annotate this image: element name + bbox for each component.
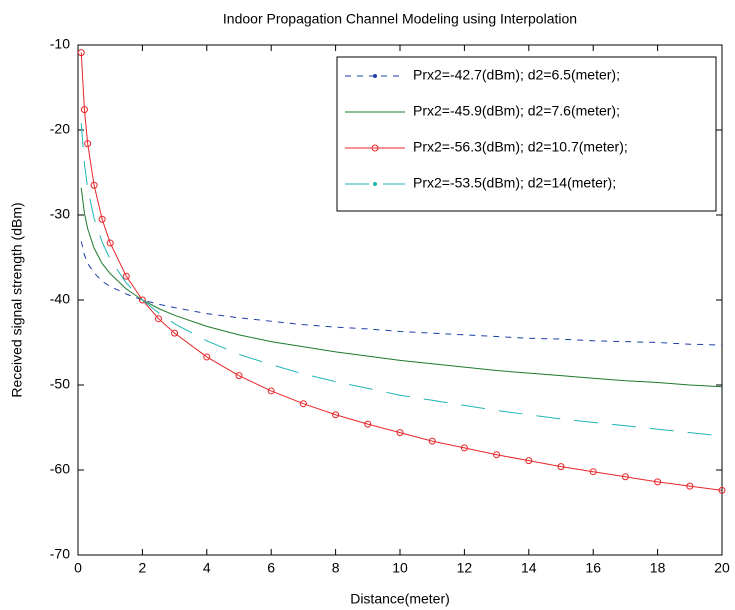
legend-label: Prx2=-42.7(dBm); d2=6.5(meter); xyxy=(413,67,620,83)
series-marker xyxy=(235,372,243,380)
series-marker xyxy=(493,451,501,459)
series-marker xyxy=(138,296,146,304)
series-marker xyxy=(396,429,404,437)
series-marker xyxy=(155,315,162,323)
x-tick-label: 0 xyxy=(74,560,82,576)
series-marker xyxy=(686,482,694,490)
legend-marker xyxy=(373,182,377,186)
legend-marker xyxy=(371,144,379,152)
series-marker xyxy=(80,106,88,114)
series-line xyxy=(80,187,723,388)
series-marker xyxy=(90,181,98,189)
series-line xyxy=(80,241,723,346)
series-marker xyxy=(589,468,597,476)
y-tick-label: -30 xyxy=(50,206,70,222)
x-tick-label: 14 xyxy=(521,560,537,576)
series-marker xyxy=(203,353,211,361)
x-tick-label: 4 xyxy=(203,560,211,576)
legend-box xyxy=(336,56,717,212)
x-tick-label: 8 xyxy=(332,560,340,576)
series-marker xyxy=(718,486,726,494)
series-marker xyxy=(621,473,629,481)
x-tick-label: 6 xyxy=(267,560,275,576)
series-marker xyxy=(299,400,307,408)
series-marker xyxy=(106,239,114,247)
series-marker xyxy=(98,215,106,223)
x-tick-label: 2 xyxy=(139,560,147,576)
series-marker xyxy=(122,272,130,280)
series-marker xyxy=(525,457,533,465)
y-tick-label: -50 xyxy=(50,376,70,392)
series-marker xyxy=(557,463,565,471)
x-tick-label: 18 xyxy=(650,560,666,576)
y-tick-label: -40 xyxy=(50,291,70,307)
y-tick-label: -60 xyxy=(50,461,70,477)
x-tick-label: 10 xyxy=(392,560,408,576)
series-marker xyxy=(364,420,372,428)
legend-label: Prx2=-53.5(dBm); d2=14(meter); xyxy=(413,175,616,191)
x-axis-label: Distance(meter) xyxy=(350,591,450,607)
series-line xyxy=(80,123,723,437)
series-marker xyxy=(428,437,436,445)
series-marker xyxy=(332,411,340,419)
x-tick-label: 16 xyxy=(585,560,601,576)
y-tick-label: -70 xyxy=(50,546,70,562)
series-marker xyxy=(654,478,662,486)
y-tick-label: -20 xyxy=(50,121,70,137)
series-marker xyxy=(84,140,92,148)
legend-marker xyxy=(373,74,377,78)
x-tick-label: 12 xyxy=(457,560,473,576)
series-marker xyxy=(267,387,275,395)
series-marker xyxy=(77,49,85,57)
series-marker xyxy=(171,329,179,337)
legend-label: Prx2=-45.9(dBm); d2=7.6(meter); xyxy=(413,103,620,119)
y-axis-label: Received signal strength (dBm) xyxy=(9,202,25,397)
x-tick-label: 20 xyxy=(714,560,730,576)
series-line xyxy=(80,52,723,491)
series-marker xyxy=(460,444,468,452)
chart-title: Indoor Propagation Channel Modeling usin… xyxy=(223,11,577,27)
legend-label: Prx2=-56.3(dBm); d2=10.7(meter); xyxy=(413,139,628,155)
y-tick-label: -10 xyxy=(50,36,70,52)
